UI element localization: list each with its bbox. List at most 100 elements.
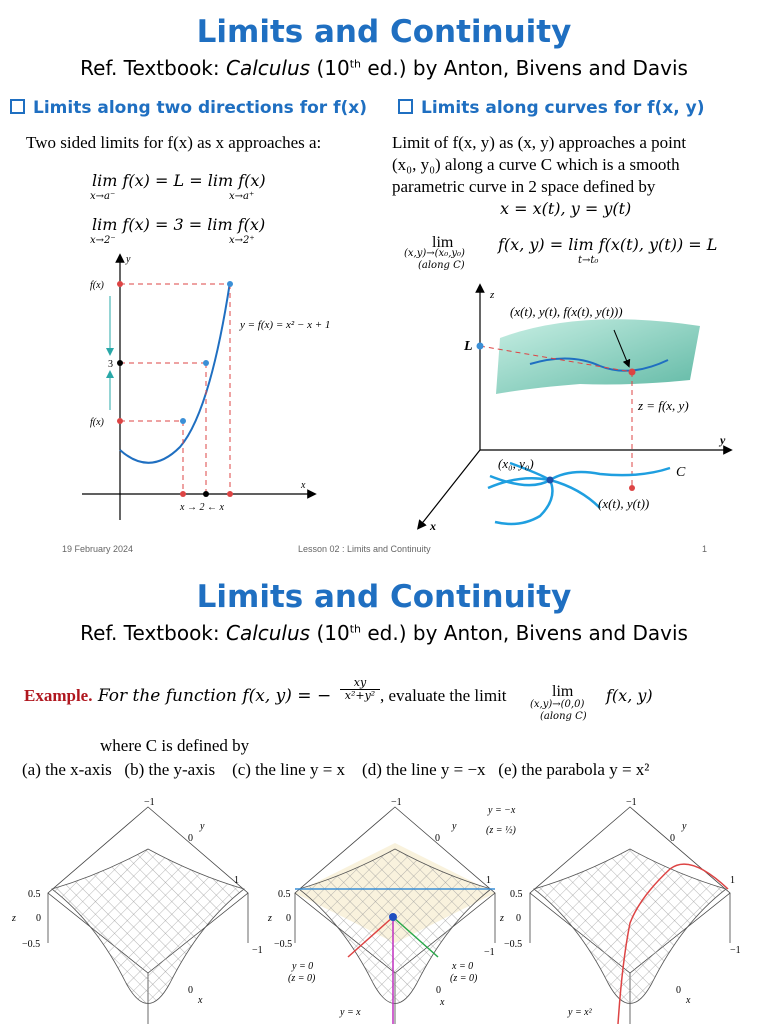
lim-word: lim (552, 683, 574, 700)
annotation: (z = ½) (486, 825, 516, 836)
curve-point (180, 418, 186, 424)
plot-c: −1 0 y 1 0.5 z 0 −0.5 −1 0 x y = x² (499, 797, 741, 1024)
tick-label: −1 (391, 797, 402, 808)
footer-lesson: Lesson 02 : Limits and Continuity (298, 544, 431, 554)
axis-label: z (267, 913, 272, 924)
eq3-lim: lim (432, 234, 454, 251)
where-text: where C is defined by (100, 736, 250, 755)
x-approach-label: x → 2 ← x (179, 502, 224, 513)
guide-line (479, 345, 633, 373)
L-point (476, 342, 484, 350)
slide-title: Limits and Continuity (196, 579, 572, 615)
left-description: Two sided limits for f(x) as x approache… (26, 133, 322, 152)
right-text-1: Limit of f(x, y) as (x, y) approaches a … (392, 133, 687, 152)
tick-label: 1 (234, 875, 239, 886)
y-axis-label: y (125, 254, 131, 265)
axis-label: x (439, 997, 445, 1008)
right-text-2: (x₀, y₀) along a curve C which is a smoo… (392, 155, 680, 174)
footer-date: 19 February 2024 (62, 544, 134, 554)
x-axis-3d (417, 449, 481, 530)
plane-curve (489, 466, 671, 487)
line-x0 (392, 916, 439, 958)
eq3-sub2: t→t₀ (578, 255, 599, 266)
slide-2: Limits and Continuity Ref. Textbook: Cal… (0, 565, 768, 1024)
fraction: xy x²+y² (340, 677, 380, 702)
tick-label: −1 (484, 947, 495, 958)
axis-point (203, 491, 209, 497)
C-label: C (676, 465, 686, 480)
tick-label: 0 (676, 985, 681, 996)
surface (496, 319, 700, 394)
curve-point (203, 360, 209, 366)
axis-label: z (499, 913, 504, 924)
eq3-lim-sub: (x,y)→(x₀,y₀) (404, 248, 465, 259)
axis-label: y (451, 821, 457, 832)
curve-label: y = f(x) = x² − x + 1 (239, 319, 330, 331)
surface-plots: −1 0 y 1 0.5 z 0 −0.5 −1 0 x −1 0 y y = … (11, 797, 741, 1024)
annotation: (z = 0) (288, 973, 316, 984)
tick-label: 1 (730, 875, 735, 886)
surface-curve-graph: z y x L (x(t), y(t), f(x(t), y(t))) z = … (417, 283, 733, 533)
tick-label: −1 (730, 945, 741, 956)
tick-label: −1 (626, 797, 637, 808)
pointer-arrow (613, 329, 631, 368)
axis-point (117, 281, 123, 287)
surface-curve (529, 357, 669, 372)
y-axis-label-3d: y (718, 433, 726, 447)
plane-point (629, 485, 635, 491)
plot-b: −1 0 y y = −x (z = ½) 1 0.5 z 0 −0.5 −1 … (267, 797, 516, 1024)
plane-curve (494, 461, 554, 526)
tick-label: −1 (252, 945, 263, 956)
curve-point-label: (x(t), y(t)) (598, 496, 649, 511)
right-text-4: x = x(t), y = y(t) (500, 199, 632, 218)
axis-label: y (199, 821, 205, 832)
left-section-heading: Limits along two directions for f(x) (10, 98, 367, 118)
parabola-limit-graph: y x f(x) 3 f(x) y = f(x) = x² − x + 1 x … (82, 253, 330, 520)
equation-2: lim f(x) = 3 = lim f(x) (92, 215, 266, 234)
example-line-2: , evaluate the limit (380, 686, 507, 705)
lim-along: (along C) (540, 711, 587, 722)
annotation: (z = 0) (450, 973, 478, 984)
surface-label: z = f(x, y) (637, 398, 689, 413)
checkbox-bullet-icon (10, 99, 25, 114)
equation-1: lim f(x) = L = lim f(x) (92, 171, 266, 190)
parabola-curve (119, 281, 231, 464)
fx-top-label: f(x) (90, 280, 105, 291)
textbook-reference: Ref. Textbook: Calculus (10th ed.) by An… (80, 56, 688, 80)
fx-bottom-label: f(x) (90, 417, 105, 428)
tick-label: 0.5 (278, 889, 291, 900)
tick-label: 0 (670, 833, 675, 844)
tick-label: −1 (144, 797, 155, 808)
right-section-heading: Limits along curves for f(x, y) (398, 98, 704, 118)
axis-label: x (685, 995, 691, 1006)
axis-label: x (197, 995, 203, 1006)
axis-point (117, 418, 123, 424)
slide-title: Limits and Continuity (196, 14, 572, 50)
z-axis-label: z (489, 289, 495, 301)
origin-label: (x₀, y₀) (498, 456, 534, 471)
equation-2-sub-left: x→2⁻ (90, 235, 116, 246)
tick-label: 0 (516, 913, 521, 924)
equation-1-sub-left: x→a⁻ (90, 191, 116, 202)
surface-point (628, 368, 636, 376)
plot-a: −1 0 y 1 0.5 z 0 −0.5 −1 0 x (11, 797, 263, 1024)
tick-label: −0.5 (274, 939, 292, 950)
parabola-path (617, 863, 729, 1024)
tick-label: 0 (286, 913, 291, 924)
x-axis-label: x (300, 480, 306, 491)
point-label: (x(t), y(t), f(x(t), y(t))) (510, 304, 623, 319)
eq3-along: (along C) (418, 260, 465, 271)
example-line: Example. For the function f(x, y) = − (24, 686, 332, 706)
tick-label: −0.5 (504, 939, 522, 950)
slide-1: Limits and Continuity Ref. Textbook: Cal… (10, 14, 733, 554)
annotation: y = 0 (291, 961, 313, 972)
axis-label: y (681, 821, 687, 832)
tick-label: 0 (188, 833, 193, 844)
eq3-body: f(x, y) = lim f(x(t), y(t)) = L (498, 235, 718, 254)
equation-2-sub-right: x→2⁺ (229, 235, 255, 246)
tick-label: 0.5 (510, 889, 523, 900)
tick-label: 0 (436, 985, 441, 996)
tick-label: 0 (188, 985, 193, 996)
tick-label: 0.5 (28, 889, 41, 900)
checkbox-bullet-icon (398, 99, 413, 114)
